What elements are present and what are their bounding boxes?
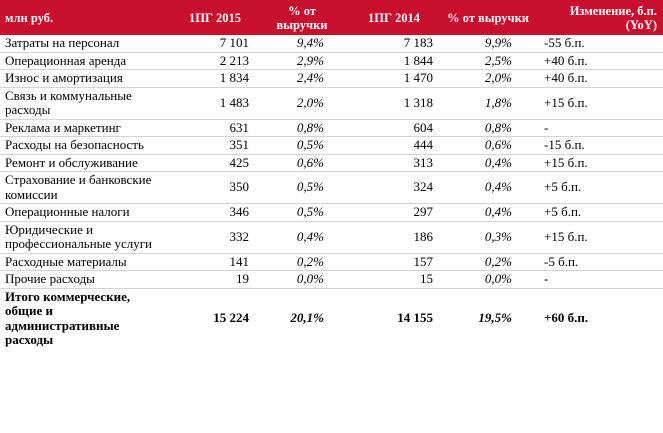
row-label: Связь и коммунальные расходы bbox=[0, 87, 172, 120]
value-2015: 141 bbox=[172, 253, 258, 271]
pct-2015: 0,2% bbox=[258, 253, 346, 271]
row-label: Расходные материалы bbox=[0, 253, 172, 271]
value-2014: 7 183 bbox=[346, 35, 442, 53]
pct-2014: 0,6% bbox=[442, 136, 534, 155]
change-bp: -5 б.п. bbox=[534, 253, 663, 271]
value-2015: 350 bbox=[172, 171, 258, 204]
header-pct-2015: % от выручки bbox=[258, 0, 346, 35]
value-2014: 1 470 bbox=[346, 69, 442, 88]
value-2014: 1 318 bbox=[346, 87, 442, 120]
total-pct-2014: 19,5% bbox=[478, 310, 512, 326]
pct-2014: 0,4% bbox=[442, 203, 534, 222]
pct-2015: 2,4% bbox=[258, 69, 346, 88]
table-row: Реклама и маркетинг 631 0,8% 604 0,8% - bbox=[0, 119, 663, 137]
change-bp: - bbox=[534, 119, 663, 137]
change-bp: +15 б.п. bbox=[534, 154, 663, 172]
change-bp: -15 б.п. bbox=[534, 136, 663, 155]
total-value-2014: 14 155 bbox=[397, 310, 433, 326]
change-bp: +15 б.п. bbox=[534, 221, 663, 254]
change-bp: +40 б.п. bbox=[534, 52, 663, 70]
value-2014: 324 bbox=[346, 171, 442, 204]
total-label: Итого коммерческие, общие и администрати… bbox=[5, 288, 131, 347]
value-2014: 444 bbox=[346, 136, 442, 155]
row-label: Расходы на безопасность bbox=[0, 136, 172, 155]
pct-2015: 0,5% bbox=[258, 136, 346, 155]
header-1h2015: 1ПГ 2015 bbox=[172, 0, 258, 35]
row-label: Износ и амортизация bbox=[0, 69, 172, 88]
total-change-bp: +60 б.п. bbox=[544, 310, 589, 326]
pct-2014: 0,2% bbox=[442, 253, 534, 271]
pct-2014: 9,9% bbox=[442, 35, 534, 53]
value-2014: 157 bbox=[346, 253, 442, 271]
change-bp: -55 б.п. bbox=[534, 35, 663, 53]
pct-2014: 2,5% bbox=[442, 52, 534, 70]
change-bp: +5 б.п. bbox=[534, 171, 663, 204]
row-label: Затраты на персонал bbox=[0, 35, 172, 53]
table-row: Операционные налоги 346 0,5% 297 0,4% +5… bbox=[0, 203, 663, 222]
value-2015: 425 bbox=[172, 154, 258, 172]
table-row: Износ и амортизация 1 834 2,4% 1 470 2,0… bbox=[0, 69, 663, 88]
change-bp: - bbox=[534, 270, 663, 289]
pct-2014: 1,8% bbox=[442, 87, 534, 120]
pct-2015: 0,5% bbox=[258, 203, 346, 222]
header-change: Изменение, б.п. (YoY) bbox=[534, 0, 663, 35]
value-2015: 332 bbox=[172, 221, 258, 254]
value-2014: 186 bbox=[346, 221, 442, 254]
pct-2015: 9,4% bbox=[258, 35, 346, 53]
header-label: млн руб. bbox=[0, 0, 172, 35]
pct-2014: 0,3% bbox=[442, 221, 534, 254]
change-bp: +5 б.п. bbox=[534, 203, 663, 222]
header-1h2014: 1ПГ 2014 bbox=[346, 0, 442, 35]
row-label: Юридические и профессиональные услуги bbox=[0, 221, 172, 254]
table-row: Прочие расходы 19 0,0% 15 0,0% - bbox=[0, 270, 663, 289]
table-row: Страхование и банковские комиссии 350 0,… bbox=[0, 171, 663, 204]
value-2015: 346 bbox=[172, 203, 258, 222]
row-label: Операционная аренда bbox=[0, 52, 172, 70]
pct-2015: 0,0% bbox=[258, 270, 346, 289]
pct-2015: 0,4% bbox=[258, 221, 346, 254]
table-row: Расходные материалы 141 0,2% 157 0,2% -5… bbox=[0, 253, 663, 271]
pct-2014: 2,0% bbox=[442, 69, 534, 88]
table-row: Операционная аренда 2 213 2,9% 1 844 2,5… bbox=[0, 52, 663, 70]
pct-2015: 2,0% bbox=[258, 87, 346, 120]
header-pct-2014: % от выручки bbox=[442, 0, 534, 35]
row-label: Реклама и маркетинг bbox=[0, 119, 172, 137]
change-bp: +15 б.п. bbox=[534, 87, 663, 120]
value-2014: 313 bbox=[346, 154, 442, 172]
row-label: Операционные налоги bbox=[0, 203, 172, 222]
total-pct-2015: 20,1% bbox=[290, 310, 324, 326]
pct-2015: 0,5% bbox=[258, 171, 346, 204]
value-2015: 631 bbox=[172, 119, 258, 137]
pct-2014: 0,8% bbox=[442, 119, 534, 137]
header-row: млн руб. 1ПГ 2015 % от выручки 1ПГ 2014 … bbox=[0, 0, 663, 35]
value-2015: 2 213 bbox=[172, 52, 258, 70]
value-2015: 7 101 bbox=[172, 35, 258, 53]
sga-expenses-table: млн руб. 1ПГ 2015 % от выручки 1ПГ 2014 … bbox=[0, 0, 663, 349]
total-row: Итого коммерческие, общие и администрати… bbox=[0, 288, 663, 349]
table-row: Затраты на персонал 7 101 9,4% 7 183 9,9… bbox=[0, 35, 663, 53]
total-value-2015: 15 224 bbox=[213, 310, 249, 326]
pct-2014: 0,4% bbox=[442, 154, 534, 172]
value-2015: 351 bbox=[172, 136, 258, 155]
table-row: Расходы на безопасность 351 0,5% 444 0,6… bbox=[0, 136, 663, 155]
row-label: Прочие расходы bbox=[0, 270, 172, 289]
value-2014: 1 844 bbox=[346, 52, 442, 70]
row-label: Ремонт и обслуживание bbox=[0, 154, 172, 172]
pct-2015: 0,6% bbox=[258, 154, 346, 172]
pct-2015: 2,9% bbox=[258, 52, 346, 70]
value-2015: 1 483 bbox=[172, 87, 258, 120]
value-2015: 19 bbox=[172, 270, 258, 289]
pct-2014: 0,0% bbox=[442, 270, 534, 289]
row-label: Страхование и банковские комиссии bbox=[0, 171, 172, 204]
table-row: Связь и коммунальные расходы 1 483 2,0% … bbox=[0, 87, 663, 120]
table-row: Ремонт и обслуживание 425 0,6% 313 0,4% … bbox=[0, 154, 663, 172]
value-2014: 297 bbox=[346, 203, 442, 222]
change-bp: +40 б.п. bbox=[534, 69, 663, 88]
value-2015: 1 834 bbox=[172, 69, 258, 88]
value-2014: 604 bbox=[346, 119, 442, 137]
table-row: Юридические и профессиональные услуги 33… bbox=[0, 221, 663, 254]
pct-2015: 0,8% bbox=[258, 119, 346, 137]
pct-2014: 0,4% bbox=[442, 171, 534, 204]
value-2014: 15 bbox=[346, 270, 442, 289]
